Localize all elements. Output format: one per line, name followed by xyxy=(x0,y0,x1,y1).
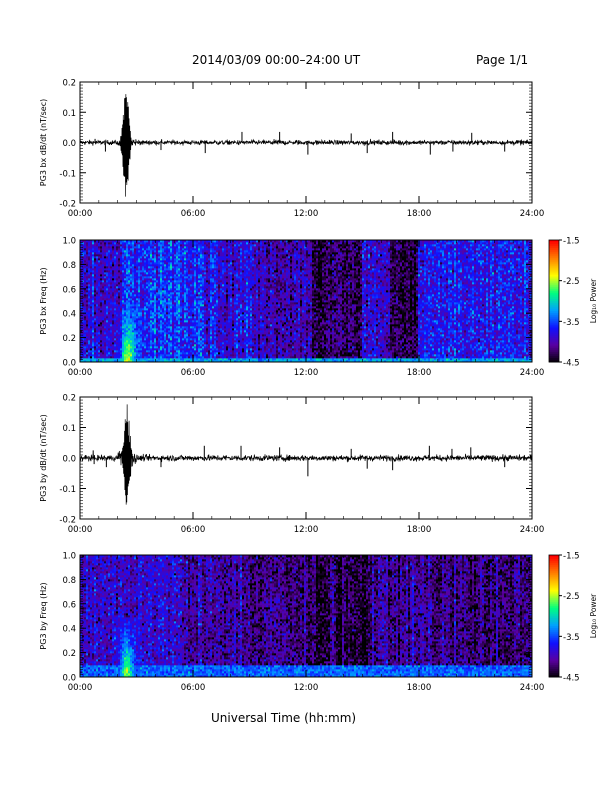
x-tick-label: 06:00 xyxy=(181,209,206,219)
series-line xyxy=(79,94,533,197)
y-tick-label: 0.8 xyxy=(62,576,76,586)
page-title: 2014/03/09 00:00–24:00 UT xyxy=(192,53,360,67)
chart-panel-2: -1.5 -2.5 -3.5 -4.5 Log₁₀ Power 1.0 0.8 0.6 0.4 0… xyxy=(39,237,598,379)
x-tick-label: 06:00 xyxy=(181,683,206,693)
y-tick-label: 0.6 xyxy=(62,285,76,295)
y-tick-label: 0.4 xyxy=(62,310,76,320)
x-tick-label: 18:00 xyxy=(407,525,432,535)
x-tick-label: 06:00 xyxy=(181,368,206,378)
colorbar-frame xyxy=(548,554,560,678)
x-tick-label: 18:00 xyxy=(407,683,432,693)
x-tick-label: 00:00 xyxy=(68,683,93,693)
y-tick-label: 1.0 xyxy=(62,552,76,562)
y-tick-label: 0.4 xyxy=(62,625,76,635)
colorbar-tick-label: -1.5 xyxy=(563,237,580,247)
x-tick-label: 12:00 xyxy=(294,209,319,219)
y-tick-label: 0.0 xyxy=(62,674,76,684)
y-tick-label: -0.1 xyxy=(59,169,76,179)
x-tick-label: 12:00 xyxy=(294,525,319,535)
y-tick-label: 0.2 xyxy=(62,649,76,659)
colorbar-tick-label: -3.5 xyxy=(563,318,580,328)
y-tick-label: 0.8 xyxy=(62,261,76,271)
x-axis-title: Universal Time (hh:mm) xyxy=(211,711,356,725)
y-tick-label: 0.1 xyxy=(62,424,76,434)
y-axis-label: PG3 bx dB/dt (nT/sec) xyxy=(39,99,48,186)
x-tick-label: 00:00 xyxy=(68,368,93,378)
y-axis-label: PG3 bx Freq (Hz) xyxy=(39,267,48,334)
chart-panel-3: 0.2 0.1 0.0 -0.1 -0.200:00 06:00 12:00 18:00 24:… xyxy=(39,394,544,536)
colorbar-label: Log₁₀ Power xyxy=(589,593,598,638)
x-tick-label: 24:00 xyxy=(520,209,545,219)
chart-panel-4: -1.5 -2.5 -3.5 -4.5 Log₁₀ Power 1.0 0.8 0.6 0.4 0… xyxy=(39,552,598,694)
y-tick-label: 1.0 xyxy=(62,237,76,247)
colorbar-tick-label: -4.5 xyxy=(563,674,580,684)
colorbar-tick-label: -2.5 xyxy=(563,277,580,287)
colorbar-tick-label: -1.5 xyxy=(563,552,580,562)
x-tick-label: 24:00 xyxy=(520,368,545,378)
x-tick-label: 18:00 xyxy=(407,368,432,378)
x-tick-label: 24:00 xyxy=(520,683,545,693)
y-tick-label: 0.2 xyxy=(62,334,76,344)
y-tick-label: -0.2 xyxy=(59,200,76,210)
y-tick-label: 0.0 xyxy=(62,455,76,465)
y-tick-label: 0.1 xyxy=(62,109,76,119)
y-tick-label: 0.6 xyxy=(62,600,76,610)
y-tick-label: -0.1 xyxy=(59,485,76,495)
chart-panel-1: 0.2 0.1 0.0 -0.1 -0.200:00 06:00 12:00 18:00 24:… xyxy=(39,79,544,220)
series-line xyxy=(79,404,533,505)
colorbar-tick-label: -4.5 xyxy=(563,359,580,369)
colorbar-tick-label: -3.5 xyxy=(563,633,580,643)
y-tick-label: 0.0 xyxy=(62,359,76,369)
x-tick-label: 00:00 xyxy=(68,525,93,535)
y-axis-label: PG3 by dB/dt (nT/sec) xyxy=(39,414,48,501)
x-tick-label: 12:00 xyxy=(294,368,319,378)
y-axis-label: PG3 by Freq (Hz) xyxy=(39,582,48,649)
y-tick-label: 0.0 xyxy=(62,139,76,149)
colorbar-label: Log₁₀ Power xyxy=(589,278,598,323)
colorbar-tick-label: -2.5 xyxy=(563,592,580,602)
page-number: Page 1/1 xyxy=(476,53,528,67)
y-tick-label: 0.2 xyxy=(62,79,76,89)
y-tick-label: 0.2 xyxy=(62,394,76,404)
x-tick-label: 00:00 xyxy=(68,209,93,219)
x-tick-label: 24:00 xyxy=(520,525,545,535)
colorbar-frame xyxy=(548,239,560,363)
x-tick-label: 18:00 xyxy=(407,209,432,219)
y-tick-label: -0.2 xyxy=(59,516,76,526)
x-tick-label: 06:00 xyxy=(181,525,206,535)
x-tick-label: 12:00 xyxy=(294,683,319,693)
